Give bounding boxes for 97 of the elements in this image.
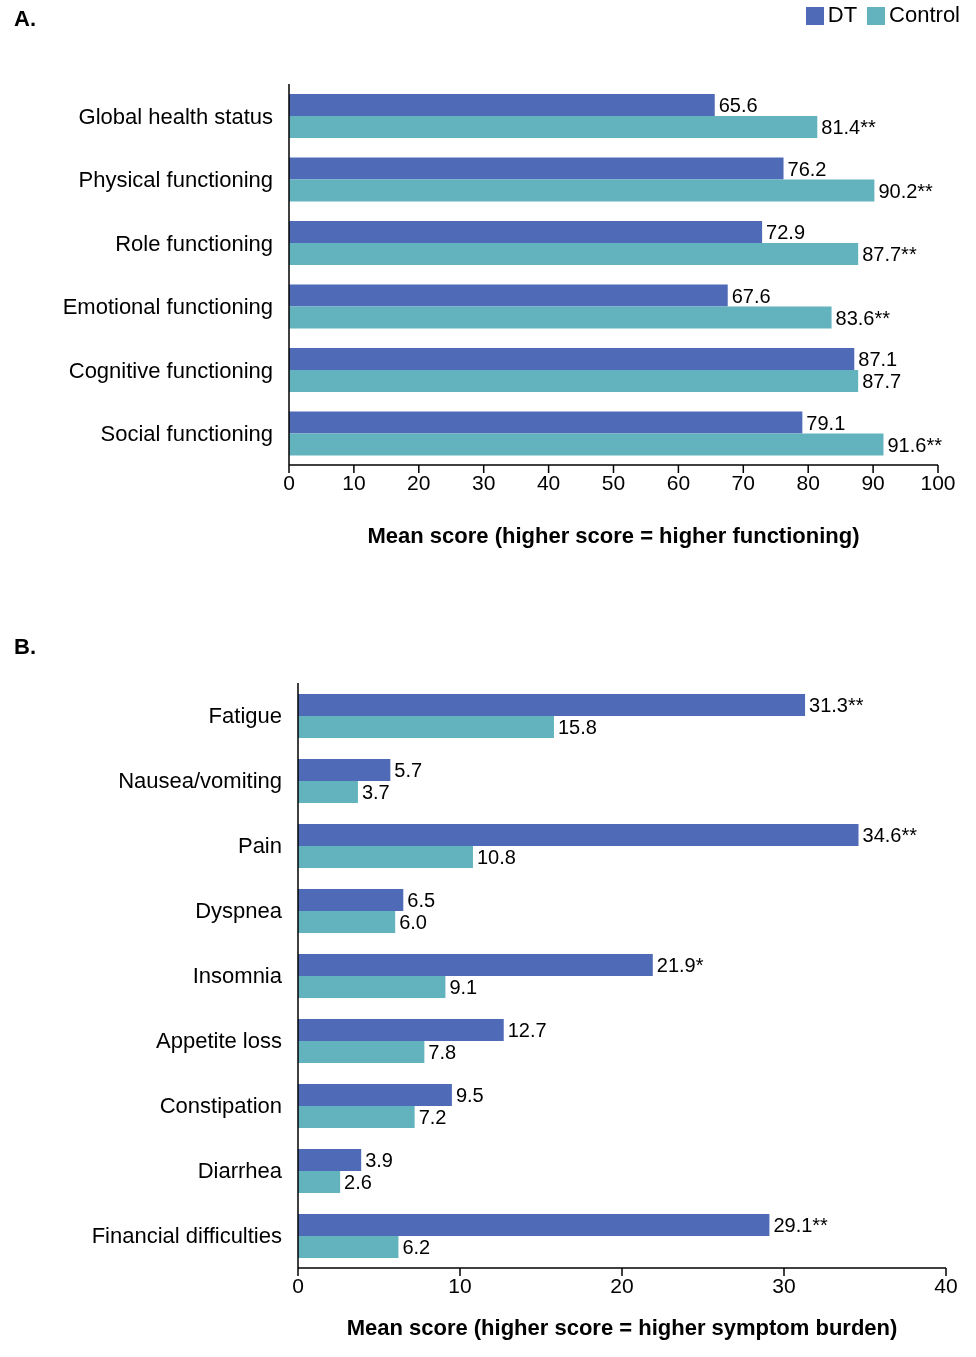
data-label: 3.7 (361, 781, 390, 804)
y-tick-label: Emotional functioning (62, 294, 273, 320)
bar (289, 433, 884, 456)
y-tick-label: Insomnia (192, 963, 283, 989)
bar (298, 781, 358, 803)
bar (289, 157, 784, 180)
data-label: 7.8 (428, 1041, 457, 1064)
data-label: 83.6** (835, 306, 891, 329)
bar (298, 954, 653, 976)
y-tick-label: Diarrhea (197, 1158, 283, 1184)
data-label: 3.9 (365, 1149, 393, 1172)
data-label: 2.6 (344, 1171, 372, 1194)
y-tick-label: Fatigue (208, 703, 282, 729)
data-label: 65.6 (718, 94, 758, 117)
x-tick-label: 100 (920, 470, 956, 494)
data-label: 29.1** (773, 1214, 829, 1237)
bar (298, 1149, 362, 1171)
bar (298, 824, 859, 846)
x-tick-label: 60 (666, 470, 691, 494)
data-label: 15.8 (557, 716, 597, 739)
x-axis-title: Mean score (higher score = higher symptom burden) (345, 1315, 899, 1341)
x-tick-label: 90 (861, 470, 885, 494)
y-tick-label: Appetite loss (156, 1028, 282, 1054)
data-label: 21.9* (656, 954, 704, 977)
x-tick-label: 0 (283, 470, 295, 494)
bar (298, 1106, 415, 1128)
data-label: 34.6** (862, 824, 918, 847)
bar (289, 306, 832, 329)
bar (289, 221, 763, 243)
legend-label: Control (889, 2, 960, 27)
bar (298, 911, 396, 933)
bar (298, 1171, 341, 1193)
legend-label: DT (827, 2, 858, 27)
x-tick-label: 50 (601, 470, 626, 494)
bar (298, 1084, 452, 1106)
text: B. (14, 634, 36, 660)
data-label: 79.1 (806, 411, 846, 434)
bar (298, 1041, 425, 1063)
data-label: 81.4** (821, 116, 876, 139)
x-tick-label: 0 (292, 1273, 304, 1297)
data-label: 87.1 (858, 348, 898, 371)
y-tick-label: Financial difficulties (91, 1223, 282, 1249)
x-tick-label: 20 (610, 1273, 634, 1297)
x-tick-label: 10 (342, 470, 366, 494)
data-label: 5.7 (394, 759, 423, 782)
bar (298, 1019, 504, 1041)
bar (289, 243, 859, 265)
data-label: 72.9 (766, 221, 806, 244)
data-label: 87.7** (862, 243, 917, 266)
y-tick-label: Constipation (159, 1093, 282, 1119)
x-tick-label: 80 (796, 470, 820, 494)
data-label: 87.7 (862, 370, 902, 393)
x-tick-label: 40 (934, 1273, 958, 1297)
data-label: 9.1 (449, 976, 478, 999)
bar (298, 1214, 770, 1236)
bar (289, 348, 855, 370)
text: A. (14, 6, 36, 32)
bar (298, 694, 806, 716)
x-tick-label: 70 (731, 470, 755, 494)
x-tick-label: 30 (772, 1273, 796, 1297)
bar (289, 179, 875, 202)
y-tick-label: Cognitive functioning (68, 357, 273, 383)
bar (298, 1236, 399, 1258)
x-tick-label: 20 (407, 470, 431, 494)
y-tick-label: Dyspnea (195, 898, 283, 924)
bar (298, 976, 446, 998)
data-label: 67.6 (731, 284, 771, 307)
y-tick-label: Pain (237, 833, 282, 859)
data-label: 76.2 (787, 157, 827, 180)
bar (298, 759, 391, 781)
data-label: 10.8 (476, 846, 516, 869)
y-tick-label: Role functioning (115, 230, 273, 256)
data-label: 6.5 (407, 889, 436, 912)
x-tick-label: 10 (448, 1273, 472, 1297)
bar (298, 889, 404, 911)
y-tick-label: Nausea/vomiting (118, 768, 282, 794)
data-label: 6.2 (402, 1236, 431, 1259)
data-label: 7.2 (418, 1106, 447, 1129)
data-label: 9.5 (455, 1084, 484, 1107)
y-tick-label: Global health status (78, 103, 273, 129)
bar (298, 846, 473, 868)
data-label: 6.0 (399, 911, 428, 934)
y-tick-label: Physical functioning (78, 167, 273, 193)
y-tick-label: Social functioning (100, 421, 273, 447)
data-label: 91.6** (887, 433, 943, 456)
bar (298, 716, 554, 738)
data-label: 31.3** (809, 694, 864, 717)
data-label: 12.7 (507, 1019, 547, 1042)
bar (289, 370, 859, 392)
data-label: 90.2** (878, 179, 934, 202)
bar (289, 94, 715, 116)
bar (289, 411, 803, 434)
bar (289, 284, 728, 307)
x-axis-title: Mean score (higher score = higher functioning) (366, 523, 861, 549)
x-tick-label: 40 (536, 470, 561, 494)
x-tick-label: 30 (472, 470, 496, 494)
bar (289, 116, 818, 138)
